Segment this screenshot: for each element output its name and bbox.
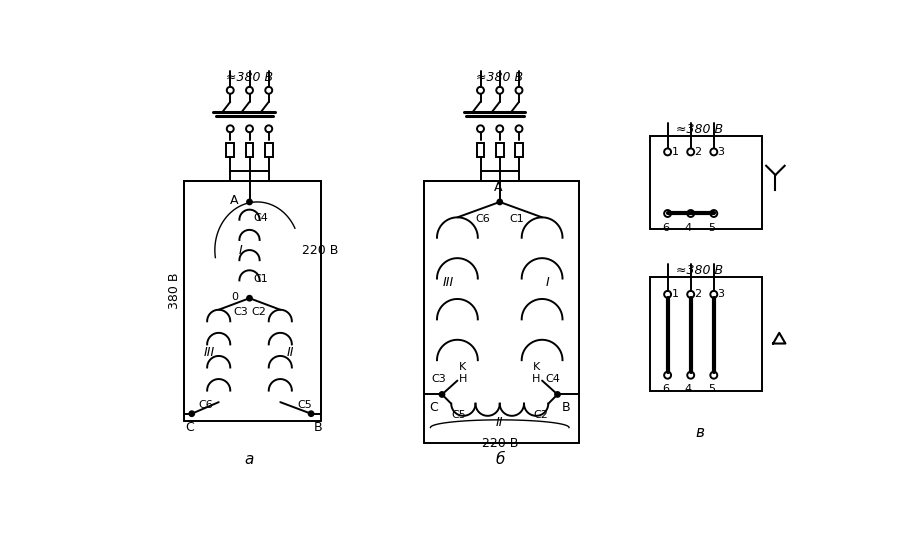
Bar	[246, 143, 254, 157]
Bar	[650, 137, 761, 229]
Text: K: K	[459, 362, 466, 372]
Text: I: I	[238, 244, 242, 256]
Text: C: C	[185, 422, 193, 435]
Text: 4: 4	[685, 384, 692, 394]
Bar	[477, 143, 484, 157]
Text: C2: C2	[251, 307, 266, 318]
Circle shape	[189, 411, 194, 417]
Circle shape	[439, 392, 445, 397]
Text: 3: 3	[717, 290, 725, 300]
Text: а: а	[245, 452, 254, 468]
Text: K: K	[534, 362, 541, 372]
Circle shape	[309, 411, 314, 417]
Text: C6: C6	[476, 213, 491, 223]
Text: в: в	[696, 426, 705, 441]
Text: H: H	[532, 374, 541, 384]
Text: III: III	[203, 346, 215, 358]
Text: ≈380 В: ≈380 В	[226, 71, 273, 84]
Circle shape	[554, 392, 560, 397]
Text: C1: C1	[509, 213, 524, 223]
Text: 2: 2	[695, 147, 702, 157]
Text: б: б	[495, 452, 504, 468]
Text: 5: 5	[708, 223, 715, 233]
Text: 6: 6	[662, 223, 669, 233]
Text: C6: C6	[198, 400, 212, 410]
Circle shape	[497, 199, 502, 204]
Bar	[650, 277, 761, 391]
Text: 3: 3	[717, 147, 725, 157]
Text: 2: 2	[695, 290, 702, 300]
Text: B: B	[562, 400, 570, 414]
Text: C5: C5	[297, 400, 312, 410]
Text: C3: C3	[432, 374, 446, 384]
Text: C: C	[429, 400, 438, 414]
Text: C2: C2	[534, 410, 548, 420]
Text: C4: C4	[545, 374, 560, 384]
Text: C1: C1	[254, 274, 268, 284]
Bar	[496, 143, 504, 157]
Text: A: A	[494, 181, 502, 194]
Bar	[515, 143, 523, 157]
Text: ≈380 В: ≈380 В	[677, 264, 724, 277]
Text: II: II	[496, 416, 503, 429]
Text: 4: 4	[685, 223, 692, 233]
Text: ≈380 В: ≈380 В	[677, 123, 724, 136]
Text: H: H	[459, 374, 467, 384]
Text: III: III	[443, 276, 454, 290]
Circle shape	[247, 296, 252, 301]
Text: ≈380 В: ≈380 В	[476, 71, 523, 84]
Text: 1: 1	[671, 290, 679, 300]
Text: 6: 6	[662, 384, 669, 394]
Text: C5: C5	[451, 410, 466, 420]
Text: 1: 1	[671, 147, 679, 157]
Text: I: I	[545, 276, 549, 290]
Bar	[265, 143, 273, 157]
Text: 5: 5	[708, 384, 715, 394]
Text: C3: C3	[233, 307, 248, 318]
Text: B: B	[313, 422, 322, 435]
Bar	[227, 143, 234, 157]
Text: 220 В: 220 В	[302, 244, 338, 256]
Text: 0: 0	[231, 292, 239, 302]
Text: A: A	[230, 194, 238, 207]
Text: C4: C4	[254, 213, 268, 223]
Text: II: II	[286, 346, 294, 358]
Circle shape	[247, 199, 252, 204]
Text: 380 В: 380 В	[168, 272, 181, 309]
Text: 220 В: 220 В	[482, 437, 517, 450]
